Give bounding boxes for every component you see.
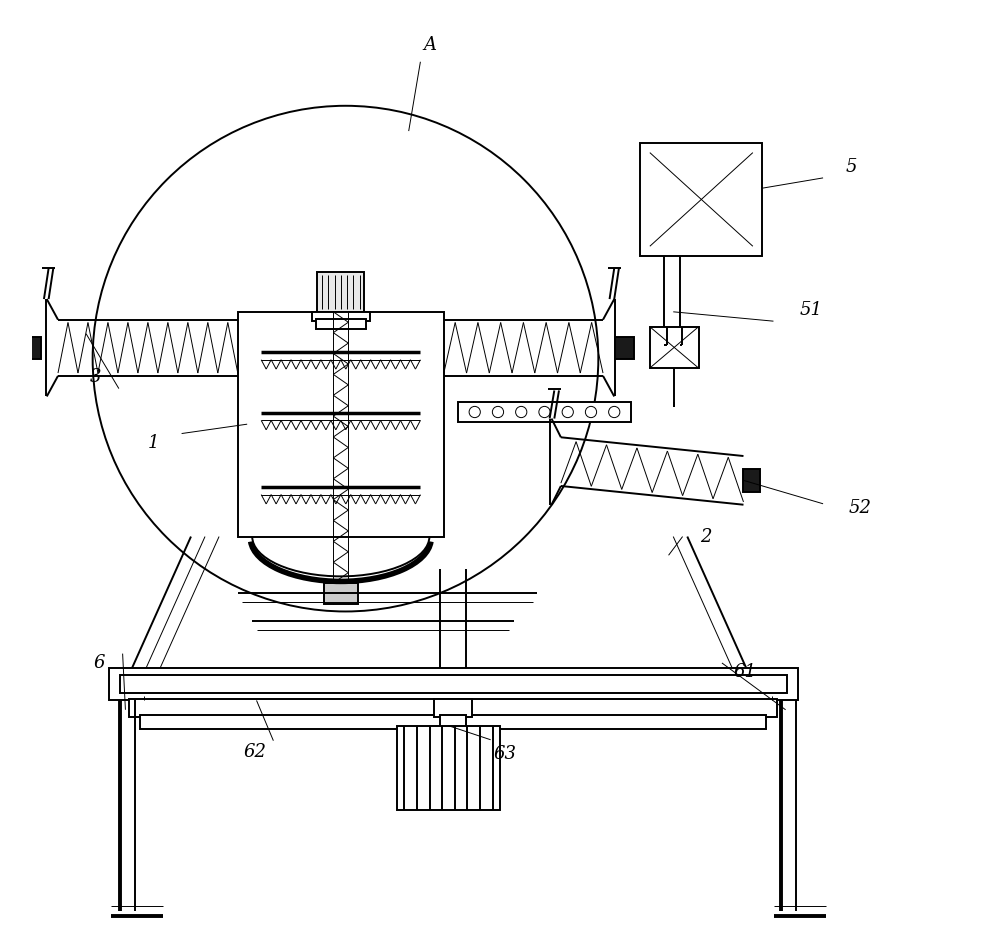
Bar: [129, 699, 777, 717]
Bar: [434, 699, 472, 717]
Text: 5: 5: [845, 157, 857, 175]
Text: 61: 61: [734, 663, 757, 681]
Bar: [120, 675, 787, 693]
Text: 3: 3: [90, 368, 101, 386]
Text: A: A: [423, 36, 436, 54]
Bar: [640, 143, 762, 255]
Text: 52: 52: [849, 499, 872, 517]
Text: 6: 6: [93, 654, 105, 672]
Bar: [140, 715, 766, 728]
Bar: [440, 715, 466, 728]
Bar: [238, 312, 444, 537]
Bar: [109, 668, 798, 701]
Text: 2: 2: [700, 528, 712, 545]
Bar: [317, 272, 364, 312]
Text: 51: 51: [799, 300, 822, 319]
Bar: [743, 469, 760, 492]
Bar: [316, 319, 366, 329]
Bar: [312, 312, 370, 321]
Text: 1: 1: [148, 434, 159, 452]
Bar: [22, 336, 41, 359]
Bar: [650, 327, 699, 368]
Bar: [324, 583, 358, 604]
Text: 62: 62: [243, 743, 266, 761]
Bar: [615, 336, 634, 359]
Bar: [458, 401, 631, 422]
Text: 63: 63: [493, 745, 516, 763]
Bar: [397, 725, 500, 810]
